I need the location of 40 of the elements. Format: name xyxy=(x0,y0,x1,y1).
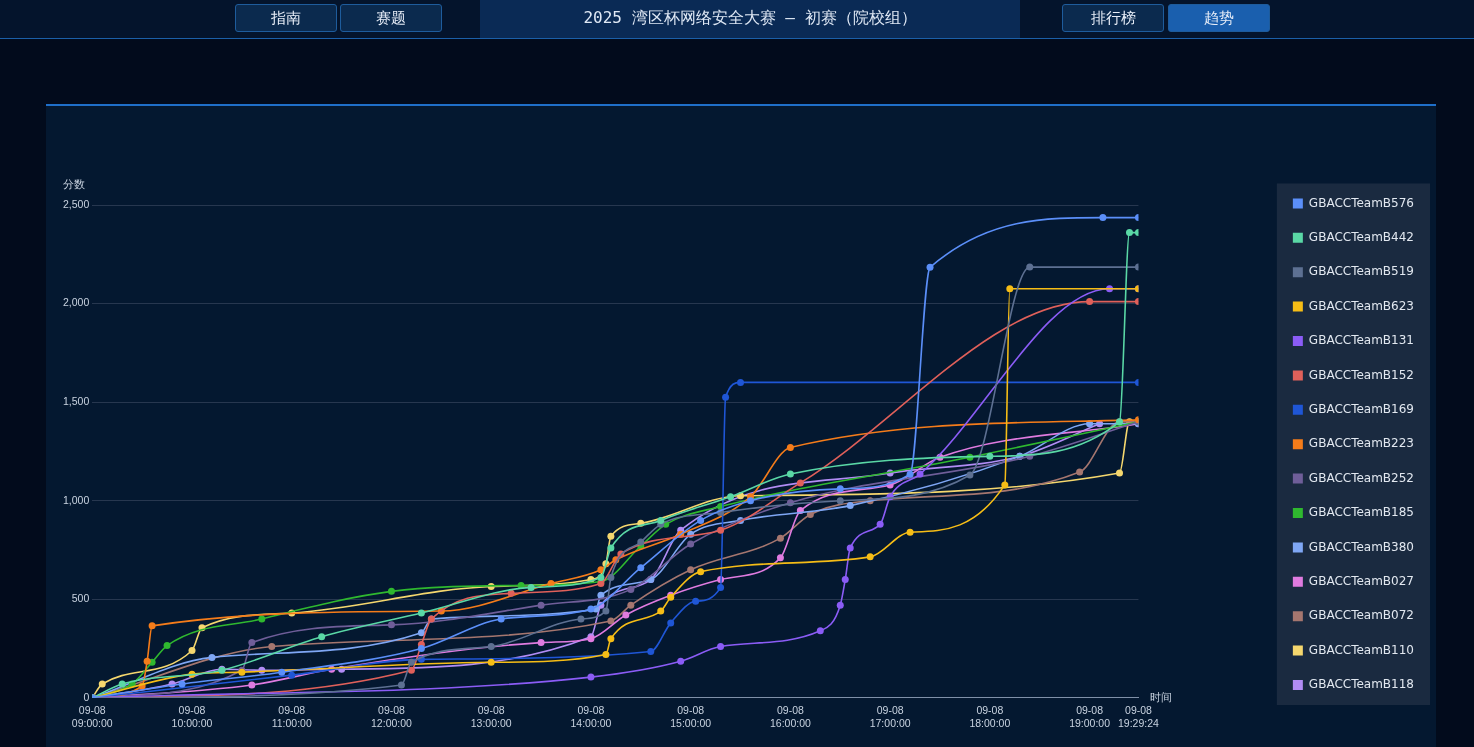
x-tick-label: 09-08 09:00:00 xyxy=(71,703,113,729)
legend-label: GBACCTeamB623 xyxy=(1308,298,1414,313)
y-tick-label: 500 xyxy=(71,592,90,605)
y-tick-label: 2,000 xyxy=(62,296,90,309)
legend-label: GBACCTeamB252 xyxy=(1308,470,1414,485)
text: 赛题 xyxy=(340,4,442,32)
legend-label: GBACCTeamB442 xyxy=(1308,229,1414,244)
legend-label: GBACCTeamB185 xyxy=(1308,505,1414,520)
legend-label: GBACCTeamB223 xyxy=(1308,436,1414,451)
y-tick-label: 1,500 xyxy=(62,395,90,408)
chart-title: 2025 湾区杯网络安全大赛 — 初赛（院校组） xyxy=(480,0,1020,38)
x-tick-label: 09-08 19:29:24 xyxy=(1118,703,1160,729)
x-axis-title: 时间 xyxy=(1150,690,1173,704)
legend-label: GBACCTeamB072 xyxy=(1308,608,1414,623)
x-tick-label: 09-08 19:00:00 xyxy=(1069,703,1111,729)
text: 指南 xyxy=(235,4,337,32)
x-tick-label: 09-08 18:00:00 xyxy=(969,703,1011,729)
legend-label: GBACCTeamB131 xyxy=(1308,333,1414,348)
legend-label: GBACCTeamB576 xyxy=(1308,195,1414,210)
legend-label: GBACCTeamB110 xyxy=(1308,642,1414,657)
y-axis-title: 分数 xyxy=(63,178,86,192)
legend-label: GBACCTeamB519 xyxy=(1308,264,1414,279)
legend-label: GBACCTeamB169 xyxy=(1308,401,1414,416)
legend-label: GBACCTeamB027 xyxy=(1308,573,1414,588)
y-tick-label: 2,500 xyxy=(62,197,90,210)
x-tick-label: 09-08 11:00:00 xyxy=(271,703,312,729)
x-tick-label: 09-08 13:00:00 xyxy=(470,703,512,729)
x-tick-label: 09-08 12:00:00 xyxy=(371,703,413,729)
y-tick-label: 1,000 xyxy=(62,493,90,506)
x-tick-label: 09-08 14:00:00 xyxy=(570,703,612,729)
legend-label: GBACCTeamB118 xyxy=(1308,677,1414,692)
x-tick-label: 09-08 17:00:00 xyxy=(869,703,911,729)
x-tick-label: 09-08 16:00:00 xyxy=(769,703,811,729)
text: 排行榜 xyxy=(1062,4,1164,32)
legend-label: GBACCTeamB380 xyxy=(1308,539,1414,554)
y-tick-label: 0 xyxy=(83,690,90,703)
x-tick-label: 09-08 10:00:00 xyxy=(171,703,213,729)
text: 趋势 xyxy=(1168,4,1270,32)
x-tick-label: 09-08 15:00:00 xyxy=(670,703,712,729)
legend-label: GBACCTeamB152 xyxy=(1308,367,1414,382)
